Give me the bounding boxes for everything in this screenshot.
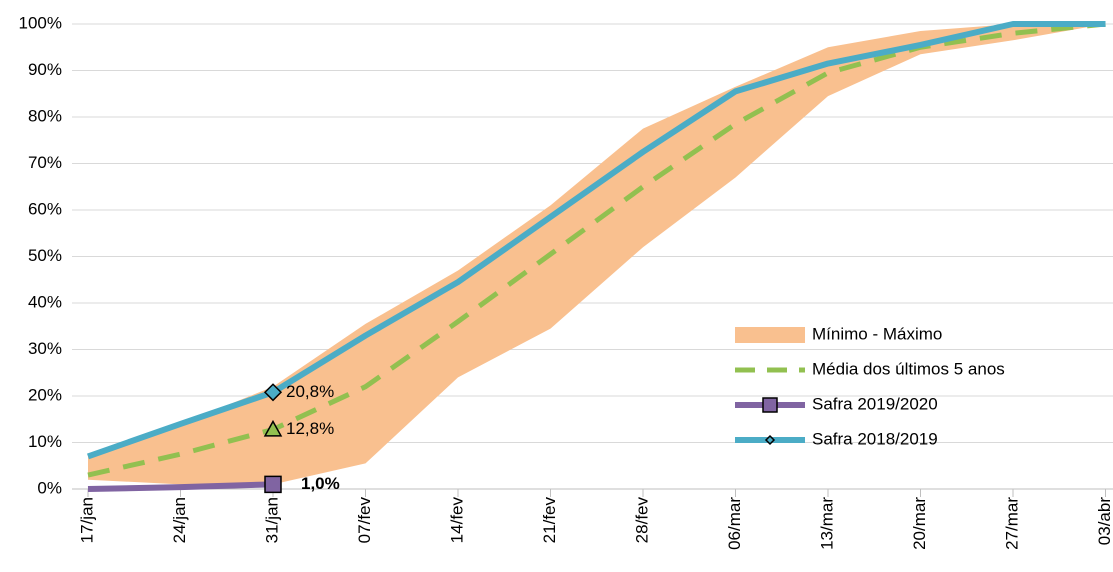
x-tick-label: 17/jan	[77, 497, 96, 543]
y-tick-label: 90%	[28, 60, 62, 79]
y-tick-label: 40%	[28, 292, 62, 311]
legend-swatch	[735, 327, 805, 343]
y-tick-label: 100%	[19, 13, 62, 32]
marker	[762, 397, 778, 413]
x-tick-label: 20/mar	[910, 497, 929, 550]
marker	[764, 434, 776, 446]
y-tick-label: 20%	[28, 385, 62, 404]
x-tick-label: 13/mar	[817, 497, 836, 550]
y-tick-label: 10%	[28, 432, 62, 451]
y-tick-label: 30%	[28, 339, 62, 358]
y-tick-label: 0%	[37, 478, 62, 497]
series-line	[87, 481, 274, 492]
y-tick-label: 80%	[28, 106, 62, 125]
legend-label: Safra 2018/2019	[812, 429, 938, 448]
x-tick-label: 24/jan	[170, 497, 189, 543]
data-label: 12,8%	[286, 419, 334, 438]
y-tick-label: 50%	[28, 246, 62, 265]
legend-label: Mínimo - Máximo	[812, 324, 942, 343]
x-tick-label: 28/fev	[632, 497, 651, 544]
y-tick-label: 70%	[28, 153, 62, 172]
marker	[263, 419, 283, 437]
x-tick-label: 03/abr	[1095, 497, 1113, 546]
x-tick-label: 06/mar	[725, 497, 744, 550]
x-tick-label: 31/jan	[262, 497, 281, 543]
x-tick-label: 14/fev	[447, 497, 466, 544]
range-band	[88, 24, 1106, 485]
data-label: 1,0%	[301, 474, 340, 493]
data-label: 20,8%	[286, 382, 334, 401]
series-line	[87, 21, 1106, 478]
series-line	[87, 21, 1106, 460]
x-tick-label: 27/mar	[1002, 497, 1021, 550]
marker	[264, 475, 282, 494]
x-tick-label: 07/fev	[355, 497, 374, 544]
legend-label: Média dos últimos 5 anos	[812, 359, 1005, 378]
legend-label: Safra 2019/2020	[812, 394, 938, 413]
marker	[263, 383, 283, 402]
y-tick-label: 60%	[28, 199, 62, 218]
x-tick-label: 21/fev	[540, 497, 559, 544]
